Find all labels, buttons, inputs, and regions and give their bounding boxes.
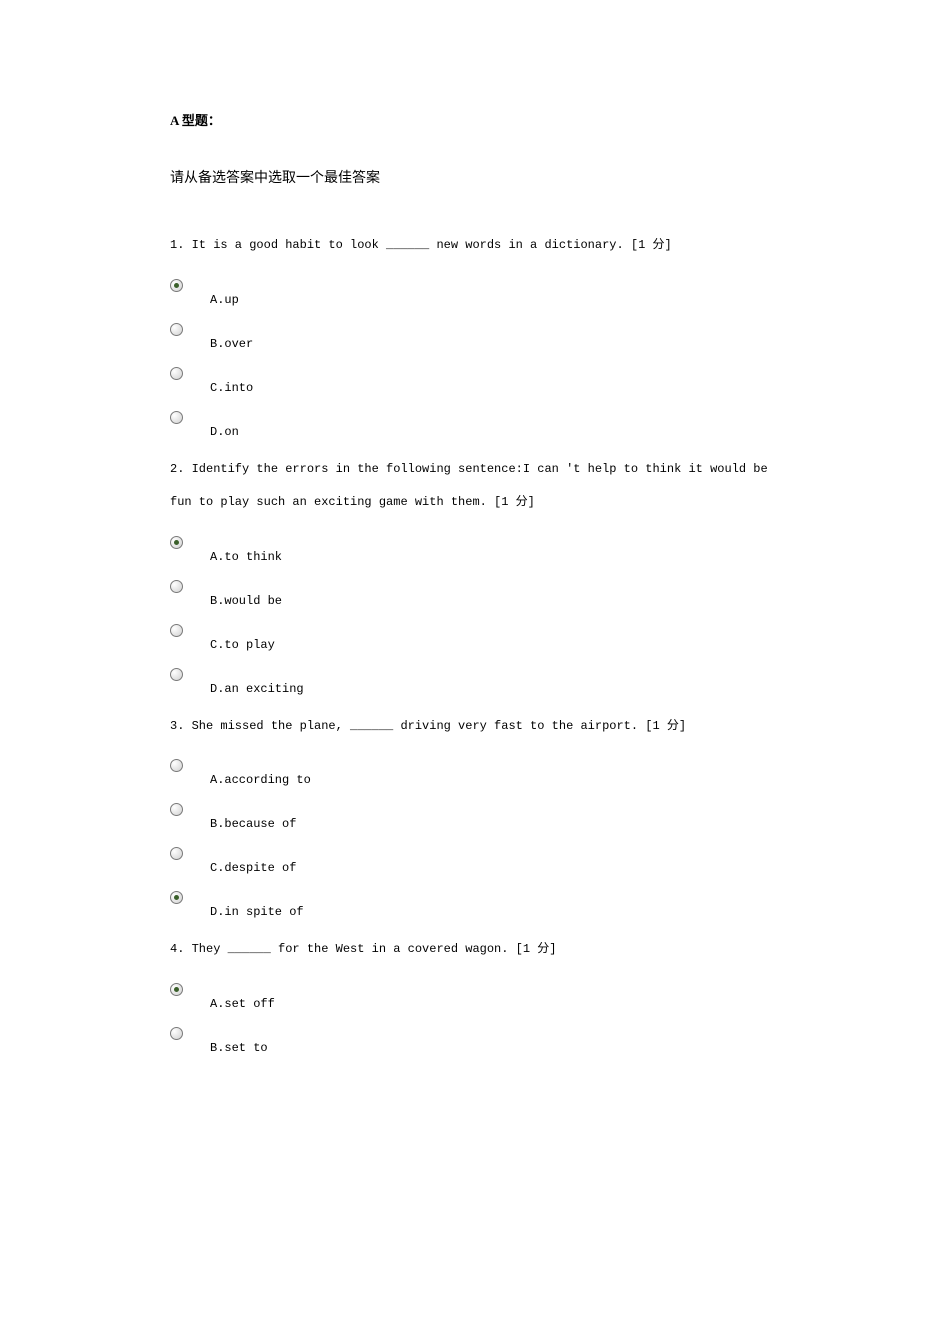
radio-button[interactable] — [170, 983, 183, 996]
option-label: A.to think — [210, 534, 282, 564]
radio-button[interactable] — [170, 279, 183, 292]
option-row: C.despite of — [170, 845, 775, 881]
option-label: D.an exciting — [210, 666, 304, 696]
option-row: D.an exciting — [170, 666, 775, 702]
radio-wrapper — [170, 534, 210, 554]
option-row: A.up — [170, 277, 775, 313]
option-row: B.would be — [170, 578, 775, 614]
option-row: A.to think — [170, 534, 775, 570]
radio-wrapper — [170, 757, 210, 777]
radio-button[interactable] — [170, 624, 183, 637]
radio-wrapper — [170, 622, 210, 642]
option-row: D.in spite of — [170, 889, 775, 925]
option-label: B.over — [210, 321, 253, 351]
radio-button[interactable] — [170, 367, 183, 380]
option-row: A.set off — [170, 981, 775, 1017]
option-label: C.to play — [210, 622, 275, 652]
option-row: B.over — [170, 321, 775, 357]
radio-wrapper — [170, 409, 210, 429]
radio-button[interactable] — [170, 1027, 183, 1040]
radio-wrapper — [170, 1025, 210, 1045]
radio-button[interactable] — [170, 847, 183, 860]
option-row: C.into — [170, 365, 775, 401]
radio-button[interactable] — [170, 803, 183, 816]
option-label: B.set to — [210, 1025, 268, 1055]
section-title: A 型题： — [170, 110, 775, 129]
radio-wrapper — [170, 365, 210, 385]
question-text: 1. It is a good habit to look ______ new… — [170, 229, 775, 263]
radio-button[interactable] — [170, 668, 183, 681]
option-label: A.set off — [210, 981, 275, 1011]
option-label: A.up — [210, 277, 239, 307]
radio-button[interactable] — [170, 323, 183, 336]
option-label: D.in spite of — [210, 889, 304, 919]
radio-wrapper — [170, 801, 210, 821]
option-label: C.despite of — [210, 845, 296, 875]
radio-button[interactable] — [170, 411, 183, 424]
radio-wrapper — [170, 889, 210, 909]
option-row: C.to play — [170, 622, 775, 658]
options-group: A.up B.over C.into D.on — [170, 277, 775, 445]
option-label: A.according to — [210, 757, 311, 787]
option-label: D.on — [210, 409, 239, 439]
option-row: D.on — [170, 409, 775, 445]
options-group: A.set off B.set to — [170, 981, 775, 1061]
option-row: B.set to — [170, 1025, 775, 1061]
radio-wrapper — [170, 321, 210, 341]
option-label: B.because of — [210, 801, 296, 831]
radio-button[interactable] — [170, 580, 183, 593]
option-row: A.according to — [170, 757, 775, 793]
options-group: A.to think B.would be C.to play D.an exciti… — [170, 534, 775, 702]
instruction-text: 请从备选答案中选取一个最佳答案 — [170, 167, 775, 187]
radio-button[interactable] — [170, 759, 183, 772]
question-text: 4. They ______ for the West in a covered… — [170, 933, 775, 967]
radio-button[interactable] — [170, 891, 183, 904]
question-text: 3. She missed the plane, ______ driving … — [170, 710, 775, 744]
option-label: C.into — [210, 365, 253, 395]
questions-container: 1. It is a good habit to look ______ new… — [170, 229, 775, 1061]
radio-wrapper — [170, 981, 210, 1001]
radio-wrapper — [170, 666, 210, 686]
options-group: A.according to B.because of C.despite of D.… — [170, 757, 775, 925]
question-text: 2. Identify the errors in the following … — [170, 453, 775, 520]
radio-button[interactable] — [170, 536, 183, 549]
radio-wrapper — [170, 578, 210, 598]
option-row: B.because of — [170, 801, 775, 837]
radio-wrapper — [170, 277, 210, 297]
option-label: B.would be — [210, 578, 282, 608]
radio-wrapper — [170, 845, 210, 865]
